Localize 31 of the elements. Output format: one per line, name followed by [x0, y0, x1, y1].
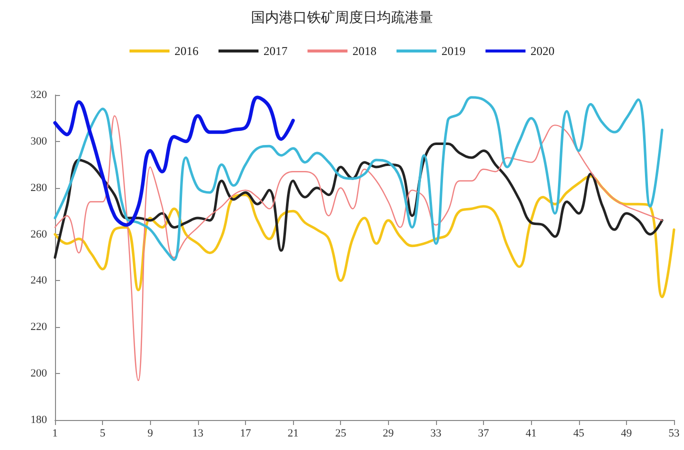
x-tick-label: 25 — [335, 428, 347, 440]
x-tick-label: 53 — [668, 428, 680, 440]
y-tick-label: 300 — [30, 135, 48, 148]
y-tick-label: 200 — [30, 368, 48, 380]
y-tick-label: 280 — [30, 182, 48, 194]
legend-label: 2018 — [352, 44, 376, 58]
chart-title: 国内港口铁矿周度日均疏港量 — [251, 10, 433, 26]
x-tick-label: 9 — [147, 428, 154, 440]
x-tick-label: 1 — [52, 428, 58, 440]
x-tick-label: 41 — [526, 428, 537, 440]
legend-label: 2020 — [530, 44, 554, 58]
y-tick-label: 220 — [30, 321, 48, 334]
x-tick-label: 45 — [573, 428, 585, 440]
y-tick-label: 240 — [30, 274, 48, 287]
x-tick-label: 29 — [382, 428, 394, 440]
x-tick-label: 21 — [288, 428, 299, 440]
line-series — [54, 96, 664, 262]
legend-label: 2019 — [442, 44, 466, 58]
x-tick-label: 17 — [240, 428, 252, 440]
legend-label: 2017 — [264, 44, 288, 58]
x-tick-label: 49 — [620, 428, 632, 440]
y-tick-label: 260 — [30, 228, 48, 240]
x-tick-label: 37 — [478, 428, 490, 440]
x-tick-label: 5 — [100, 428, 106, 440]
y-tick-label: 180 — [30, 414, 48, 426]
x-tick-label: 13 — [192, 428, 204, 440]
x-tick-label: 33 — [430, 428, 442, 440]
y-tick-label: 320 — [30, 89, 48, 101]
line-series — [53, 96, 295, 227]
line-series — [54, 115, 663, 382]
legend-label: 2016 — [174, 44, 198, 58]
